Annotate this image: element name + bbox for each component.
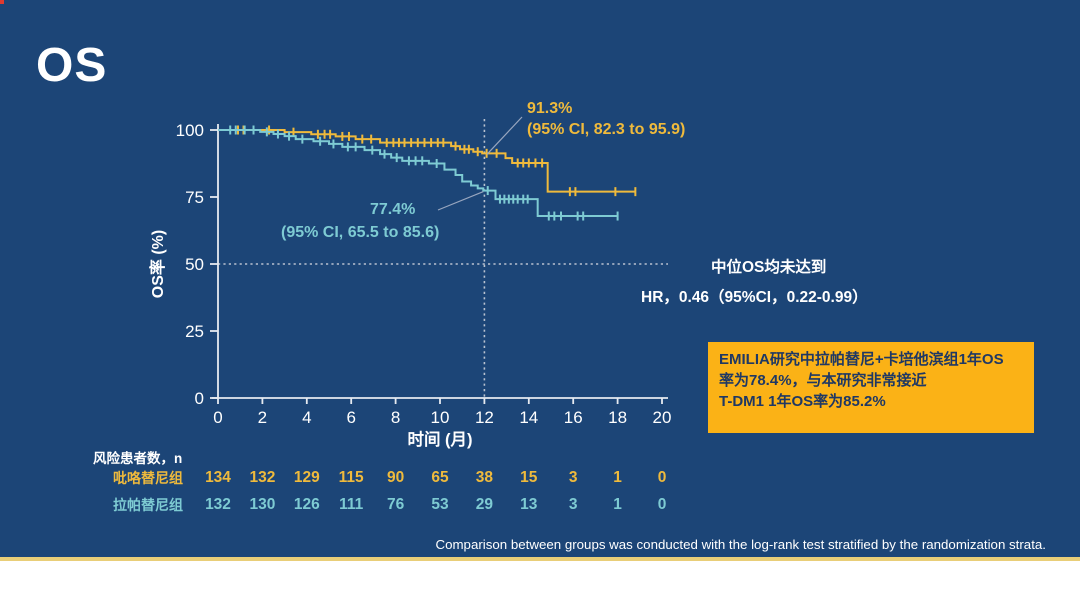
annotation-lapatinib-rate: 77.4% — [370, 201, 416, 218]
km-plot: 0 25 50 75 100 0 2 4 6 8 10 12 14 16 18 20 时间 (月) OS率 (%) — [148, 116, 672, 449]
corner-artifact — [0, 0, 4, 4]
median-os-text: 中位OS均未达到 — [711, 259, 827, 276]
page-title: OS — [36, 39, 108, 92]
divider-line — [0, 557, 1080, 561]
x-tick-label: 2 — [258, 408, 267, 427]
x-tick-label: 14 — [519, 408, 538, 427]
risk-count: 0 — [657, 469, 667, 486]
x-tick-label: 0 — [213, 408, 222, 427]
y-tick-label: 50 — [185, 255, 204, 274]
risk-count: 1 — [613, 496, 622, 513]
risk-count: 53 — [431, 496, 449, 513]
y-tick-label: 100 — [176, 121, 204, 140]
risk-table-header: 风险患者数，n — [93, 451, 183, 466]
footer-bar: PRESENTED AT: 2020ASCO’ ANNUAL MEETING #… — [0, 561, 1080, 606]
risk-count: 130 — [249, 496, 276, 513]
emilia-callout-box: EMILIA研究中拉帕替尼+卡培他滨组1年OS 率为78.4%，与本研究非常接近… — [708, 342, 1034, 433]
risk-count: 15 — [520, 469, 538, 486]
x-tick-label: 16 — [564, 408, 583, 427]
y-axis-title: OS率 (%) — [148, 230, 167, 298]
risk-count: 132 — [249, 469, 276, 486]
x-tick-label: 10 — [431, 408, 450, 427]
risk-count: 3 — [568, 469, 578, 486]
risk-count: 38 — [475, 469, 494, 486]
risk-count: 13 — [520, 496, 538, 513]
x-tick-label: 20 — [653, 408, 672, 427]
risk-count: 126 — [293, 496, 320, 513]
risk-count: 129 — [293, 469, 320, 486]
annotation-pyrotinib-rate: 91.3% — [527, 100, 573, 117]
risk-count: 65 — [431, 469, 449, 486]
callout-line: 率为78.4%，与本研究非常接近 — [719, 372, 927, 389]
x-tick-label: 4 — [302, 408, 311, 427]
annotation-pyrotinib-ci: (95% CI, 82.3 to 95.9) — [527, 121, 686, 138]
risk-count: 134 — [205, 469, 231, 486]
x-tick-label: 6 — [346, 408, 355, 427]
annotation-connector — [486, 116, 523, 155]
risk-row-label: 拉帕替尼组 — [113, 497, 183, 513]
hazard-ratio-text: HR，0.46（95%CI，0.22-0.99） — [641, 289, 868, 306]
risk-row-label: 吡咯替尼组 — [113, 470, 183, 486]
y-tick-label: 25 — [185, 322, 204, 341]
callout-line: T-DM1 1年OS率为85.2% — [719, 393, 886, 410]
y-tick-label: 0 — [195, 389, 204, 408]
risk-count: 29 — [475, 496, 494, 513]
risk-count: 132 — [205, 496, 231, 513]
x-axis-title: 时间 (月) — [407, 429, 472, 449]
footnote: Comparison between groups was conducted … — [435, 537, 1046, 552]
y-tick-label: 75 — [185, 188, 204, 207]
callout-line: EMILIA研究中拉帕替尼+卡培他滨组1年OS — [719, 351, 1004, 368]
x-tick-label: 8 — [391, 408, 400, 427]
annotation-connector — [437, 191, 484, 211]
risk-count: 0 — [657, 496, 667, 513]
x-tick-label: 12 — [475, 408, 494, 427]
risk-count: 3 — [568, 496, 578, 513]
risk-count: 76 — [386, 496, 405, 513]
annotation-lapatinib-ci: (95% CI, 65.5 to 85.6) — [281, 224, 440, 241]
risk-count: 111 — [339, 496, 364, 513]
risk-count: 115 — [338, 469, 364, 486]
risk-count: 1 — [613, 469, 622, 486]
x-tick-label: 18 — [608, 408, 627, 427]
risk-count: 90 — [386, 469, 405, 486]
